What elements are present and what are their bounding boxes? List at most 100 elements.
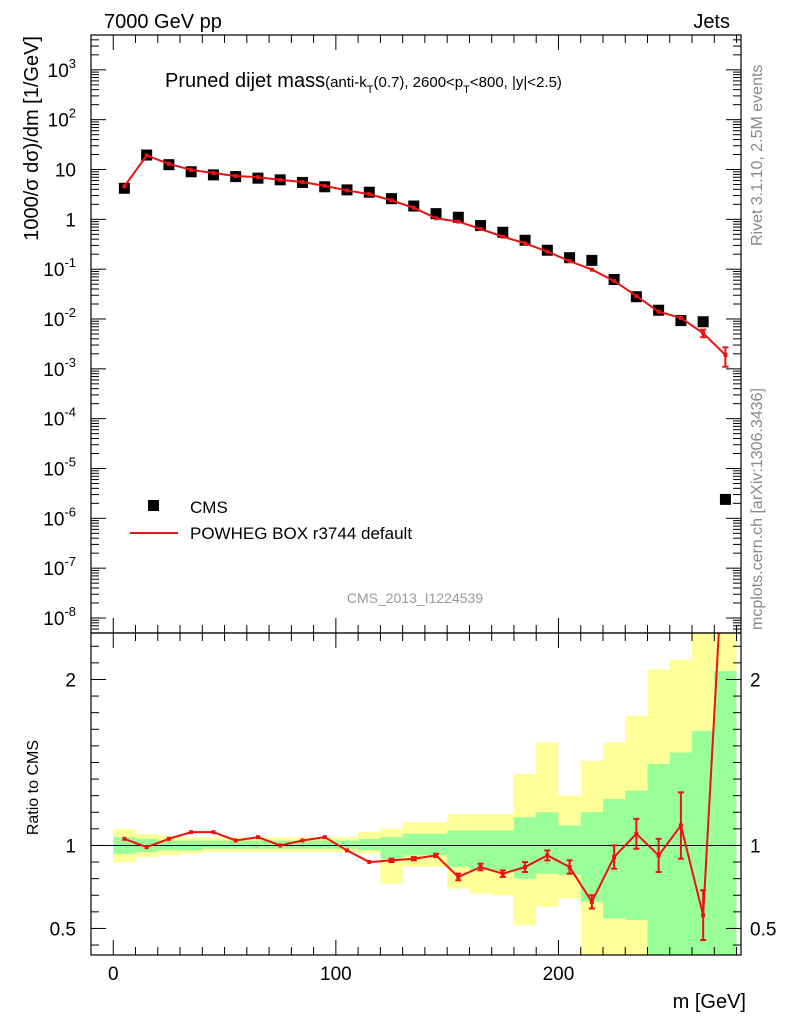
band-green xyxy=(469,830,492,871)
mc-point xyxy=(612,278,617,283)
ratio-point xyxy=(434,853,439,858)
main-frame xyxy=(90,34,742,634)
mc-point xyxy=(411,205,416,210)
cms-data-point xyxy=(452,211,464,223)
cms-data-point xyxy=(497,226,509,238)
legend-cms-marker xyxy=(148,500,159,511)
chart-title-sub-pre: (anti-k xyxy=(325,74,367,91)
band-green xyxy=(692,730,715,955)
ratio-point xyxy=(656,853,661,858)
ratio-point xyxy=(322,835,327,840)
chart-title-sub-k: T xyxy=(367,84,374,96)
mc-point xyxy=(523,241,528,246)
ratio-point xyxy=(411,856,416,861)
ratio-point xyxy=(500,871,505,876)
ratio-y-tick-label-left: 2 xyxy=(65,670,76,691)
chart-title: Pruned dijet mass(anti-kT(0.7), 2600<pT<… xyxy=(165,70,562,96)
ratio-y-tick-label-left: 0.5 xyxy=(50,919,76,940)
x-tick-label: 200 xyxy=(543,964,575,985)
analysis-watermark: CMS_2013_I1224539 xyxy=(347,590,483,606)
mc-point xyxy=(322,183,327,188)
header-left: 7000 GeV pp xyxy=(104,11,222,33)
legend: CMS POWHEG BOX r3744 default xyxy=(130,498,412,543)
ratio-point xyxy=(389,858,394,863)
ratio-point xyxy=(144,845,149,850)
mc-point xyxy=(144,153,149,158)
mc-point xyxy=(166,161,171,166)
x-tick-label: 100 xyxy=(320,964,352,985)
cms-data-point xyxy=(475,220,487,232)
band-green xyxy=(402,833,425,856)
ratio-y-tick-label-left: 1 xyxy=(65,836,76,857)
main-y-tick-label: 1 xyxy=(65,210,76,231)
chart-title-main: Pruned dijet mass xyxy=(165,70,325,92)
mc-point xyxy=(255,175,260,180)
main-y-tick-label: 10-1 xyxy=(43,255,76,281)
main-y-tick-label: 10-4 xyxy=(43,405,76,431)
mc-point xyxy=(500,234,505,239)
mc-point xyxy=(701,331,706,336)
ratio-frame xyxy=(90,632,742,956)
chart-title-sub-post: <800, |y|<2.5) xyxy=(470,74,562,91)
main-y-tick-label: 10-2 xyxy=(43,305,76,331)
chart-title-sub-mid: (0.7), 2600<p xyxy=(374,74,464,91)
main-y-tick-label: 103 xyxy=(48,56,76,82)
ratio-point xyxy=(678,823,683,828)
ratio-y-tick-label-right: 1 xyxy=(750,836,761,857)
mc-point xyxy=(567,259,572,264)
band-green xyxy=(313,840,336,849)
ratio-point xyxy=(478,865,483,870)
mc-point xyxy=(367,192,372,197)
header-right: Jets xyxy=(693,11,730,33)
main-y-tick-label: 10-6 xyxy=(43,504,76,530)
mc-point xyxy=(122,184,127,189)
mc-point xyxy=(634,293,639,298)
cms-data-point xyxy=(586,254,598,266)
cms-data-point xyxy=(430,208,442,220)
mc-point xyxy=(189,167,194,172)
ratio-point xyxy=(701,913,706,918)
ratio-point xyxy=(166,836,171,841)
ratio-point xyxy=(545,853,550,858)
rivet-label: Rivet 3.1.10, 2.5M events xyxy=(749,65,766,246)
band-green xyxy=(536,812,559,874)
band-green xyxy=(335,840,359,849)
ratio-mc-line xyxy=(124,633,720,916)
band-green xyxy=(491,830,514,871)
band-green xyxy=(291,840,314,849)
mc-point xyxy=(723,352,728,357)
ratio-point xyxy=(211,830,216,835)
band-green xyxy=(246,840,270,849)
x-tick-label: 0 xyxy=(108,964,119,985)
mc-point xyxy=(211,171,216,176)
mc-point xyxy=(456,219,461,224)
band-green xyxy=(202,840,225,849)
mc-point xyxy=(300,180,305,185)
mc-point xyxy=(656,309,661,314)
ratio-point xyxy=(612,855,617,860)
band-green xyxy=(224,840,247,849)
ratio-y-tick-label-right: 0.5 xyxy=(750,919,776,940)
main-y-tick-label: 102 xyxy=(48,106,76,132)
ratio-point xyxy=(189,830,194,835)
x-axis-label: m [GeV] xyxy=(673,991,746,1013)
band-green xyxy=(358,838,381,851)
band-green xyxy=(424,833,448,856)
axes: 10-810-710-610-510-410-310-210-111010210… xyxy=(43,34,776,985)
cms-data-point xyxy=(564,252,576,264)
ratio-point xyxy=(589,899,594,904)
ratio-point xyxy=(278,843,283,848)
ratio-bands xyxy=(113,633,737,955)
band-green xyxy=(625,790,648,921)
band-green xyxy=(558,825,581,876)
main-y-tick-label: 10-3 xyxy=(43,355,76,381)
main-plot-series xyxy=(118,149,731,505)
mc-point xyxy=(389,198,394,203)
cms-data-point xyxy=(519,234,531,246)
mc-point xyxy=(478,226,483,231)
main-y-tick-label: 10-5 xyxy=(43,454,76,480)
band-green xyxy=(380,837,403,859)
ratio-point xyxy=(523,865,528,870)
chart-title-sub-p: T xyxy=(463,84,470,96)
